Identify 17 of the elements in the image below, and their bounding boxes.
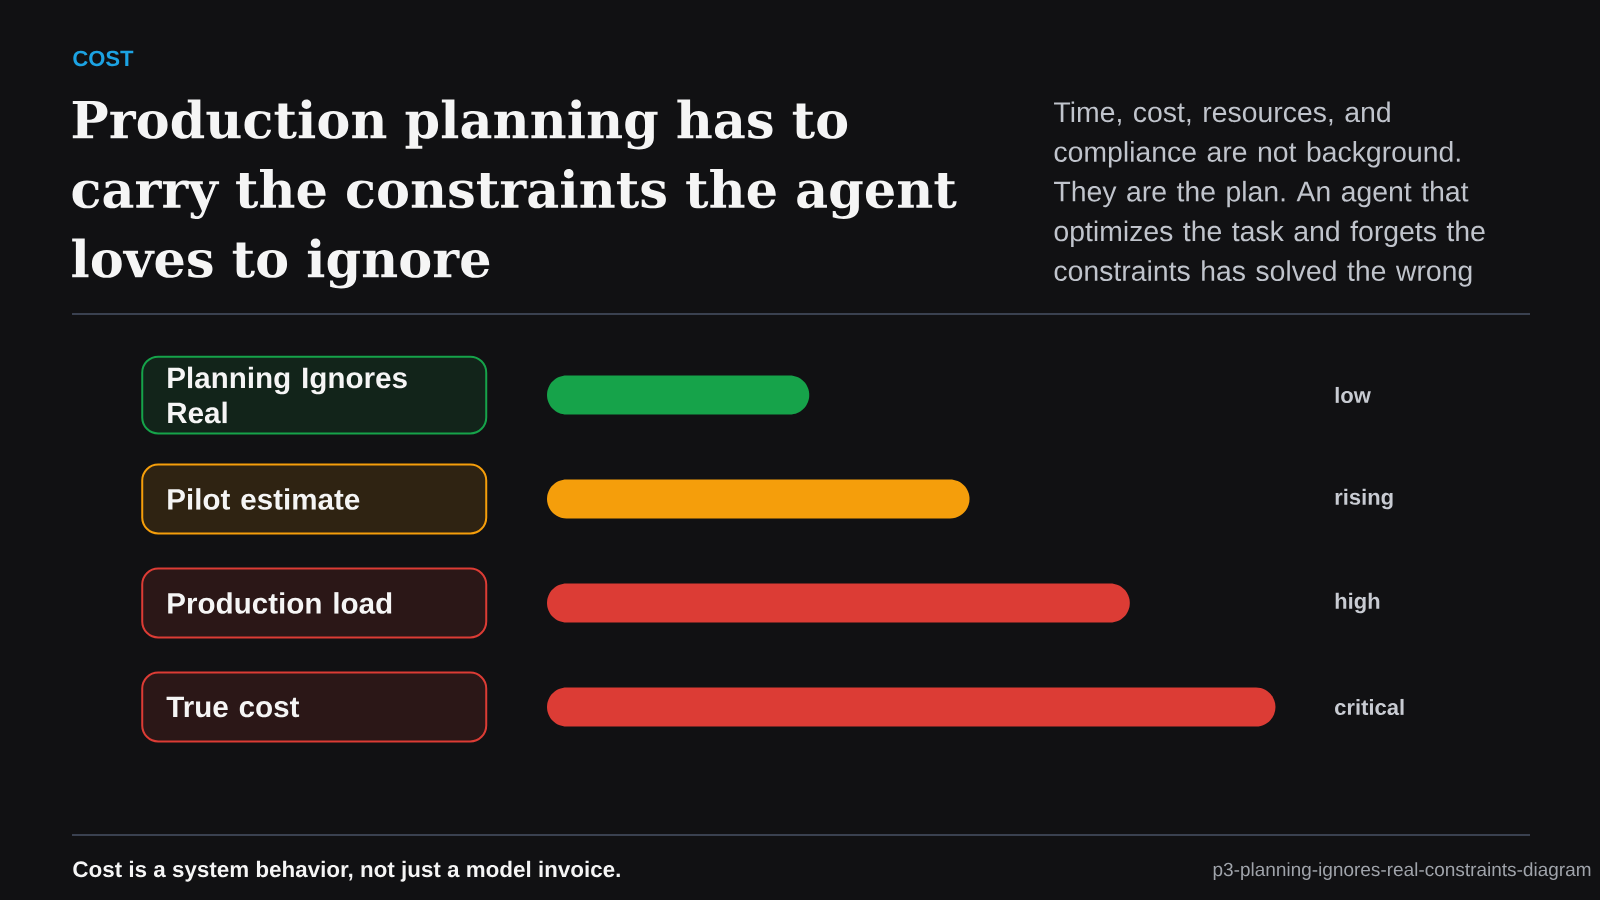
bar	[547, 479, 970, 519]
text: COST	[73, 50, 134, 67]
bar	[547, 583, 1130, 623]
y-tick-label: Planning Ignores Real	[168, 366, 407, 424]
text: Cost is a system behavior, not just a model invoice.	[73, 860, 620, 882]
text: critical	[1335, 698, 1404, 716]
text: low	[1335, 386, 1371, 404]
y-tick-label: True cost	[166, 696, 300, 718]
text: high	[1335, 592, 1380, 614]
text: rising	[1335, 488, 1393, 510]
text: p3-planning-ignores-real-constraints-diagram	[1213, 862, 1591, 880]
y-tick-label: Production load	[168, 592, 392, 614]
bar	[547, 375, 810, 415]
bar	[547, 687, 1276, 727]
chart-title: Production planning has to carry the constraints the agent loves to ignore	[72, 99, 957, 289]
chart-subtitle: Time, cost, resources, and compliance are not background. They are the plan. An agent that optimizes the task and forgets the constraints has solved the wrong	[1054, 101, 1485, 287]
y-tick-label: Pilot estimate	[168, 488, 360, 510]
